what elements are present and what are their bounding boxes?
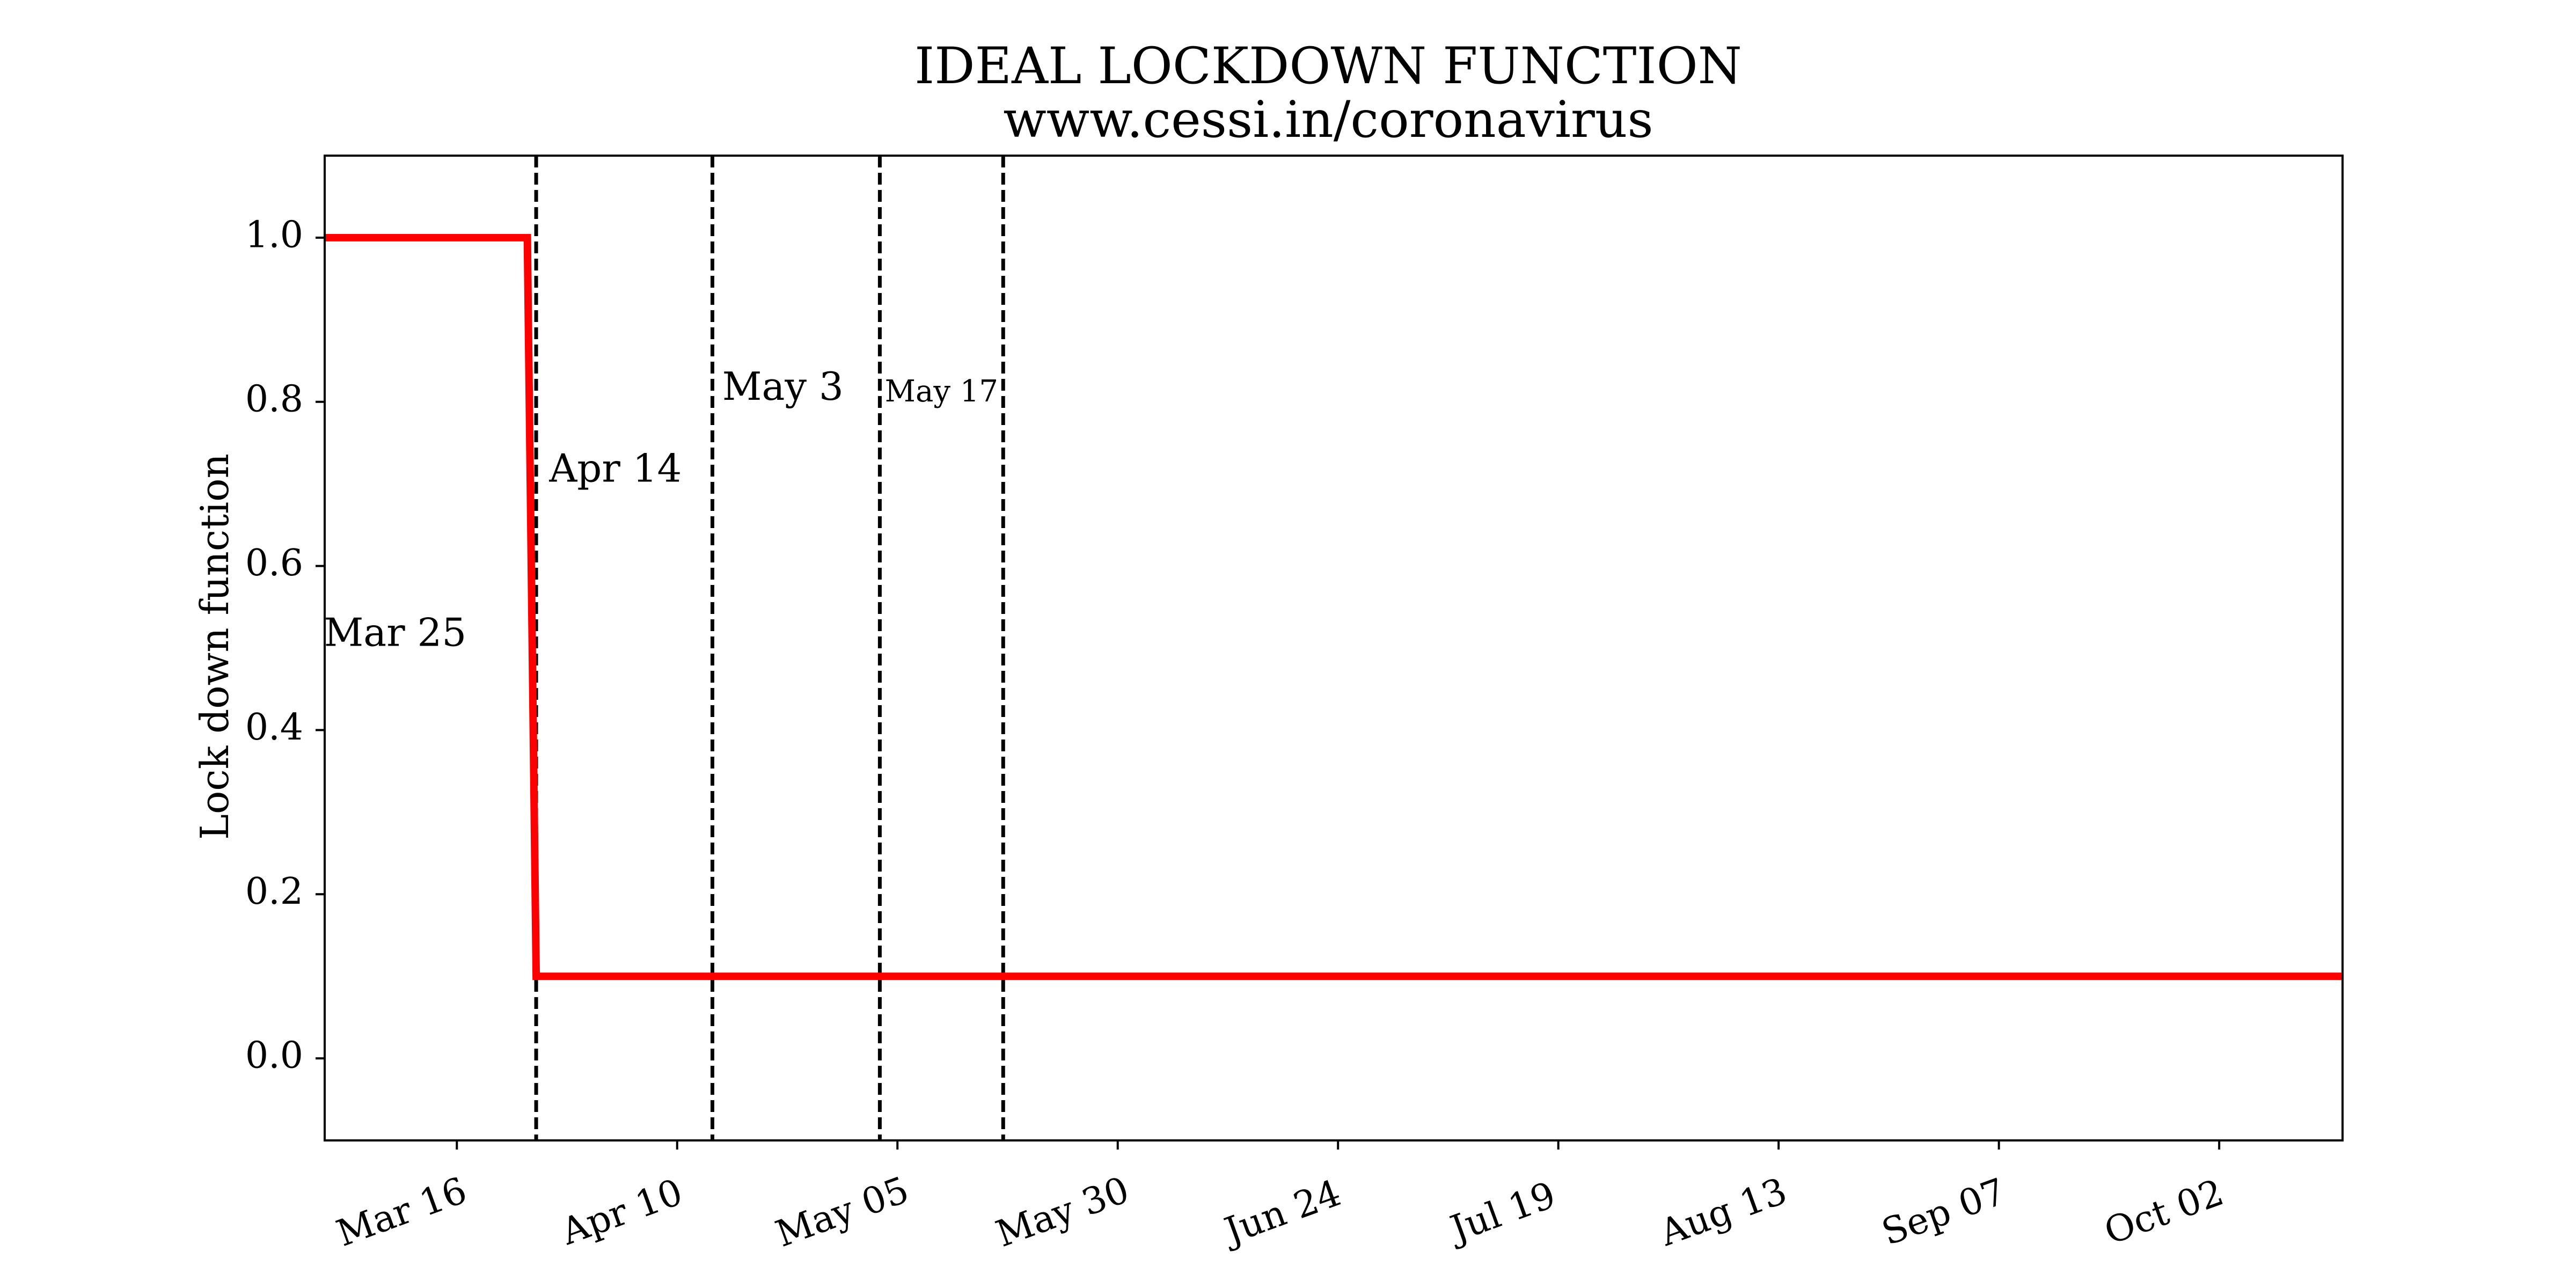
plot-frame: [324, 155, 2344, 1141]
y-tick-label-5: 1.0: [245, 214, 303, 256]
series-line-0: [325, 233, 2343, 980]
y-tick-label-4: 0.8: [245, 378, 303, 420]
chart-subtitle: www.cessi.in/coronavirus: [1003, 91, 1653, 149]
y-tick-label-3: 0.6: [245, 542, 303, 584]
annotation-3: May 17: [885, 374, 998, 409]
plot-area: Mar 25 Apr 14 May 3 May 17: [324, 156, 2343, 1140]
annotation-1: Apr 14: [548, 446, 682, 491]
annotation-2: May 3: [722, 364, 844, 409]
y-tick-label-2: 0.4: [245, 706, 303, 749]
y-tick-label-1: 0.2: [245, 870, 303, 913]
chart-title: IDEAL LOCKDOWN FUNCTION: [914, 37, 1742, 96]
y-axis-label: Lock down function: [192, 453, 237, 840]
annotation-0: Mar 25: [324, 610, 467, 655]
y-tick-label-0: 0.0: [245, 1035, 303, 1077]
